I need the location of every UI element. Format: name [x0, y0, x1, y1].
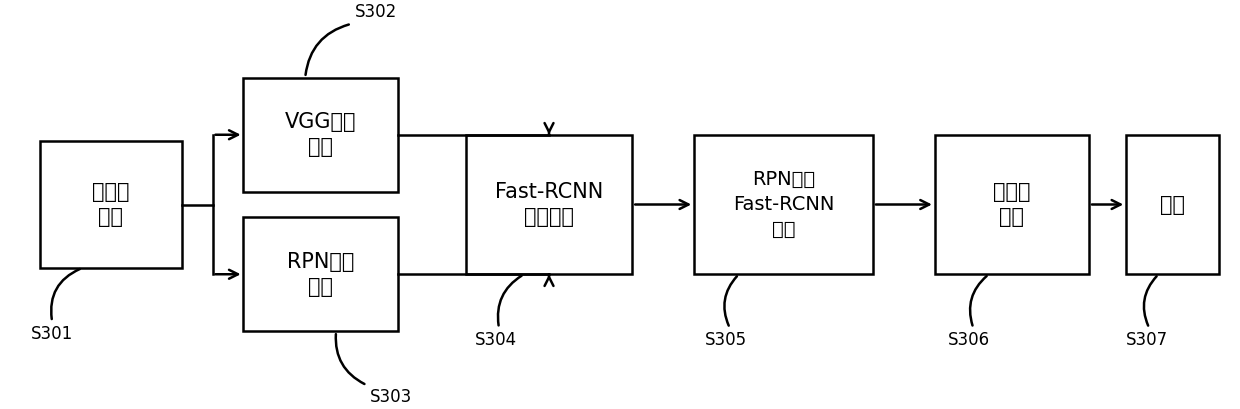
Bar	[243, 78, 398, 192]
Text: VGG网络: VGG网络	[285, 112, 356, 132]
Text: Fast-RCNN: Fast-RCNN	[733, 195, 835, 214]
Text: S301: S301	[31, 325, 73, 343]
Text: 完成: 完成	[1159, 195, 1185, 214]
Text: S304: S304	[475, 331, 517, 349]
Bar	[935, 135, 1089, 274]
Text: S303: S303	[370, 389, 412, 407]
Bar	[466, 135, 632, 274]
Text: 网络训练: 网络训练	[525, 207, 574, 227]
Text: S302: S302	[355, 2, 397, 20]
Text: S307: S307	[1126, 331, 1168, 349]
Bar	[1126, 135, 1219, 274]
Text: RPN网络: RPN网络	[286, 252, 355, 272]
Text: 训练: 训练	[309, 137, 334, 157]
Bar	[243, 217, 398, 331]
Text: S305: S305	[706, 331, 748, 349]
Text: S306: S306	[947, 331, 990, 349]
Bar	[40, 141, 182, 268]
Text: RPN训练: RPN训练	[751, 170, 815, 189]
Text: 测试: 测试	[999, 207, 1024, 227]
Text: 测试集: 测试集	[993, 182, 1030, 202]
Text: Fast-RCNN: Fast-RCNN	[495, 182, 603, 202]
Text: 微调: 微调	[771, 220, 795, 239]
Bar	[694, 135, 873, 274]
Text: 输入: 输入	[98, 207, 123, 227]
Text: 训练集: 训练集	[92, 182, 129, 202]
Text: 训练: 训练	[309, 277, 334, 297]
